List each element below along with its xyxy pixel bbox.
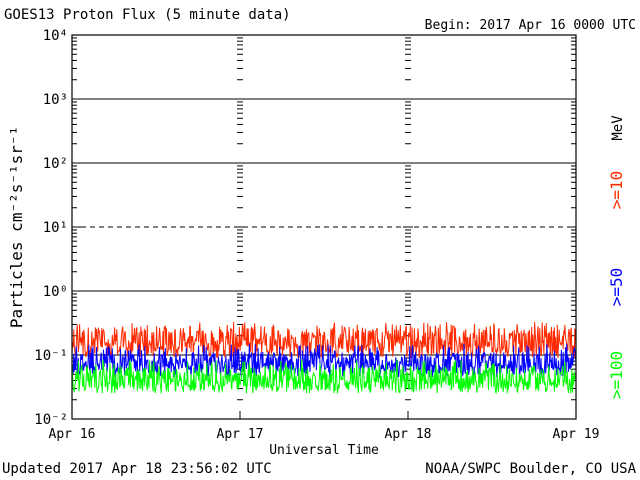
series-layer xyxy=(71,321,577,395)
x-tick-label: Apr 19 xyxy=(553,427,600,442)
legend-entry-gte50: >=50 xyxy=(607,268,626,307)
x-tick-label: Apr 18 xyxy=(385,427,432,442)
x-tick-label: Apr 17 xyxy=(217,427,264,442)
y-tick-label: 10⁻² xyxy=(34,412,68,428)
credit-label: NOAA/SWPC Boulder, CO USA xyxy=(425,461,636,477)
x-tick-label: Apr 16 xyxy=(49,427,96,442)
begin-time-label: Begin: 2017 Apr 16 0000 UTC xyxy=(424,18,636,33)
legend-entry-gte100: >=100 xyxy=(607,351,626,399)
legend-entry-gte10: >=10 xyxy=(607,171,626,210)
updated-timestamp: Updated 2017 Apr 18 23:56:02 UTC xyxy=(2,461,272,477)
y-tick-label: 10³ xyxy=(43,92,68,108)
series-line-gte10 xyxy=(71,321,577,358)
series-line-gte100 xyxy=(71,359,577,395)
legend-unit: MeV xyxy=(610,115,626,141)
y-tick-label: 10⁰ xyxy=(43,284,68,300)
y-tick-label: 10¹ xyxy=(43,220,68,236)
axis-labels: 10⁻² 10⁻¹ 10⁰ 10¹ 10² 10³ 10⁴ Apr 16 Apr 17 Apr 1… xyxy=(7,28,626,458)
chart-title: GOES13 Proton Flux (5 minute data) xyxy=(4,7,291,23)
x-axis-label: Universal Time xyxy=(269,443,379,458)
threshold-lines xyxy=(72,98,576,356)
y-tick-label: 10⁻¹ xyxy=(34,348,68,364)
y-axis-label: Particles cm⁻²s⁻¹sr⁻¹ xyxy=(7,126,26,328)
plot-border xyxy=(71,34,577,420)
plot-frame xyxy=(71,34,577,420)
y-tick-label: 10⁴ xyxy=(43,28,68,44)
y-tick-label: 10² xyxy=(43,156,68,172)
